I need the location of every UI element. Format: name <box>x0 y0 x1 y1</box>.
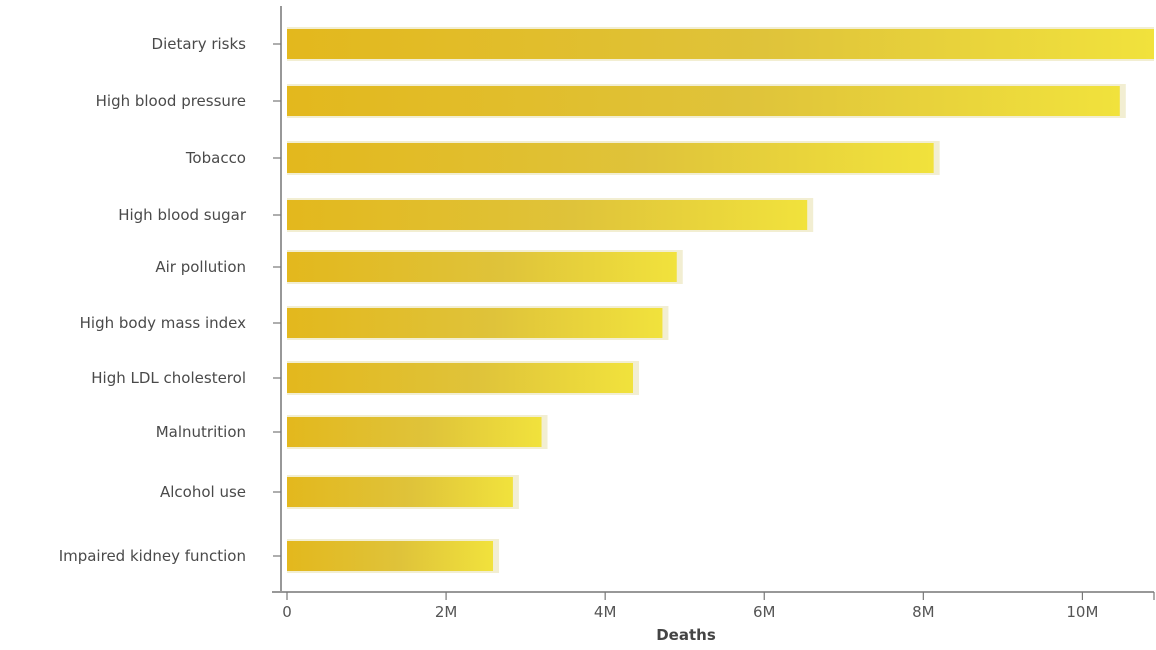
bar-malnutrition[interactable] <box>287 417 542 447</box>
bar-high-blood-pressure[interactable] <box>287 86 1120 116</box>
bars-layer <box>287 27 1154 573</box>
category-label: Dietary risks <box>152 35 247 53</box>
axes: 0 2M 4M 6M 8M 10M <box>272 6 1155 621</box>
bar-high-blood-sugar[interactable] <box>287 200 808 230</box>
category-label: Malnutrition <box>156 423 246 441</box>
x-tick-label: 10M <box>1066 603 1098 621</box>
category-label: Impaired kidney function <box>59 547 246 565</box>
bar-tobacco[interactable] <box>287 143 934 173</box>
category-label: High blood sugar <box>118 206 247 224</box>
x-axis-title: Deaths <box>656 626 716 644</box>
category-labels: Dietary risks High blood pressure Tobacco H… <box>59 35 247 565</box>
bar-air-pollution[interactable] <box>287 252 677 282</box>
bar-alcohol-use[interactable] <box>287 477 513 507</box>
x-tick-label: 4M <box>594 603 617 621</box>
x-tick-label: 2M <box>435 603 458 621</box>
x-tick-label: 8M <box>912 603 935 621</box>
category-label: Air pollution <box>155 258 246 276</box>
category-label: High blood pressure <box>96 92 246 110</box>
category-label: High LDL cholesterol <box>91 369 246 387</box>
category-label: High body mass index <box>80 314 246 332</box>
category-label: Tobacco <box>185 149 246 167</box>
x-tick-label: 0 <box>282 603 292 621</box>
bar-high-ldl-cholesterol[interactable] <box>287 363 634 393</box>
bar-impaired-kidney-function[interactable] <box>287 541 494 571</box>
x-tick-label: 6M <box>753 603 776 621</box>
bar-high-body-mass-index[interactable] <box>287 308 663 338</box>
category-label: Alcohol use <box>160 483 246 501</box>
bar-dietary-risks[interactable] <box>287 29 1154 59</box>
